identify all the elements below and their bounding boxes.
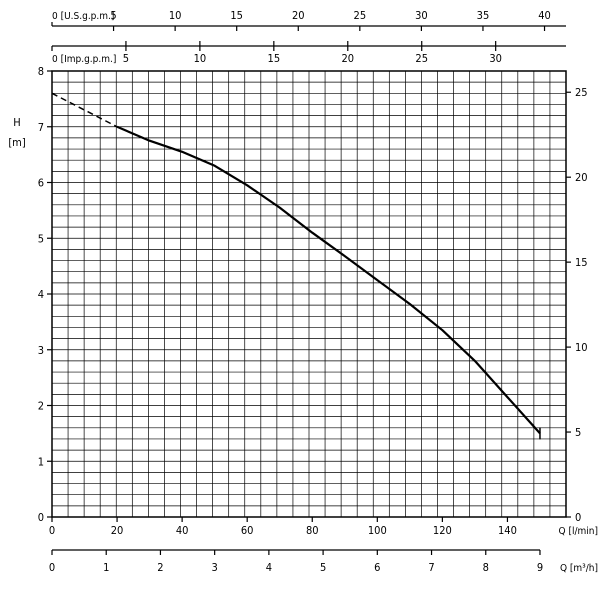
grid xyxy=(52,71,566,517)
curve-layer xyxy=(51,92,541,440)
x-lmin-tick-label: 120 xyxy=(433,524,452,537)
x-usgpm-tick-label: 30 xyxy=(415,9,428,22)
y-right-tick-label: 15 xyxy=(575,256,588,269)
x-impgpm-tick-label: 5 xyxy=(123,52,129,65)
y-left-tick-label: 3 xyxy=(38,344,44,357)
x-usgpm-tick-label: 20 xyxy=(292,9,305,22)
x-usgpm-tick-label: 15 xyxy=(230,9,243,22)
y-right-tick-label: 25 xyxy=(575,86,588,99)
y-right-tick-label: 0 xyxy=(575,511,581,524)
x-m3h-axis-label: Q [m³/h] xyxy=(560,563,598,574)
x-impgpm-tick-label: 30 xyxy=(489,52,502,65)
x-m3h-tick-label: 5 xyxy=(320,561,326,574)
x-m3h-tick-label: 2 xyxy=(157,561,163,574)
x-m3h-tick-label: 8 xyxy=(483,561,489,574)
x-lmin-tick-label: 80 xyxy=(306,524,319,537)
x-usgpm-tick-label: 40 xyxy=(538,9,551,22)
x-impgpm-axis-label: 0 [Imp.g.p.m.] xyxy=(52,54,116,65)
y-left-axis-label: H xyxy=(13,116,20,129)
x-m3h-tick-label: 7 xyxy=(428,561,434,574)
x-m3h-tick-label: 1 xyxy=(103,561,109,574)
y-left-tick-label: 1 xyxy=(38,455,44,468)
x-lmin-tick-label: 60 xyxy=(241,524,254,537)
x-m3h-tick-label: 3 xyxy=(212,561,218,574)
x-impgpm-tick-label: 20 xyxy=(341,52,354,65)
x-impgpm-tick-label: 10 xyxy=(194,52,207,65)
x-lmin-tick-label: 140 xyxy=(498,524,517,537)
x-lmin-axis-label: Q [l/min] xyxy=(559,526,598,537)
x-lmin-tick-label: 20 xyxy=(111,524,124,537)
y-right-tick-label: 20 xyxy=(575,171,588,184)
x-m3h-tick-label: 9 xyxy=(537,561,543,574)
x-m3h-tick-label: 4 xyxy=(266,561,272,574)
x-usgpm-tick-label: 25 xyxy=(354,9,367,22)
y-left-tick-label: 8 xyxy=(38,65,44,78)
curve-solid-segment xyxy=(116,125,541,435)
y-left-tick-label: 5 xyxy=(38,232,44,245)
curve-dashed-segment xyxy=(51,92,118,128)
y-right-tick-label: 5 xyxy=(575,426,581,439)
x-lmin-tick-label: 0 xyxy=(49,524,55,537)
y-left-axis-unit: [m] xyxy=(8,136,26,149)
x-lmin-tick-label: 40 xyxy=(176,524,189,537)
x-usgpm-tick-label: 5 xyxy=(110,9,116,22)
x-usgpm-axis-label: 0 [U.S.g.p.m.] xyxy=(52,11,114,22)
y-left-tick-label: 6 xyxy=(38,177,44,190)
x-impgpm-tick-label: 25 xyxy=(415,52,428,65)
y-left-tick-label: 7 xyxy=(38,121,44,134)
y-right-tick-label: 10 xyxy=(575,341,588,354)
x-m3h-tick-label: 0 xyxy=(49,561,55,574)
x-impgpm-tick-label: 15 xyxy=(268,52,281,65)
y-left-tick-label: 4 xyxy=(38,288,44,301)
x-usgpm-tick-label: 10 xyxy=(169,9,182,22)
y-left-tick-label: 0 xyxy=(38,511,44,524)
x-usgpm-tick-label: 35 xyxy=(477,9,490,22)
y-left-tick-label: 2 xyxy=(38,400,44,413)
x-m3h-tick-label: 6 xyxy=(374,561,380,574)
x-lmin-tick-label: 100 xyxy=(368,524,387,537)
